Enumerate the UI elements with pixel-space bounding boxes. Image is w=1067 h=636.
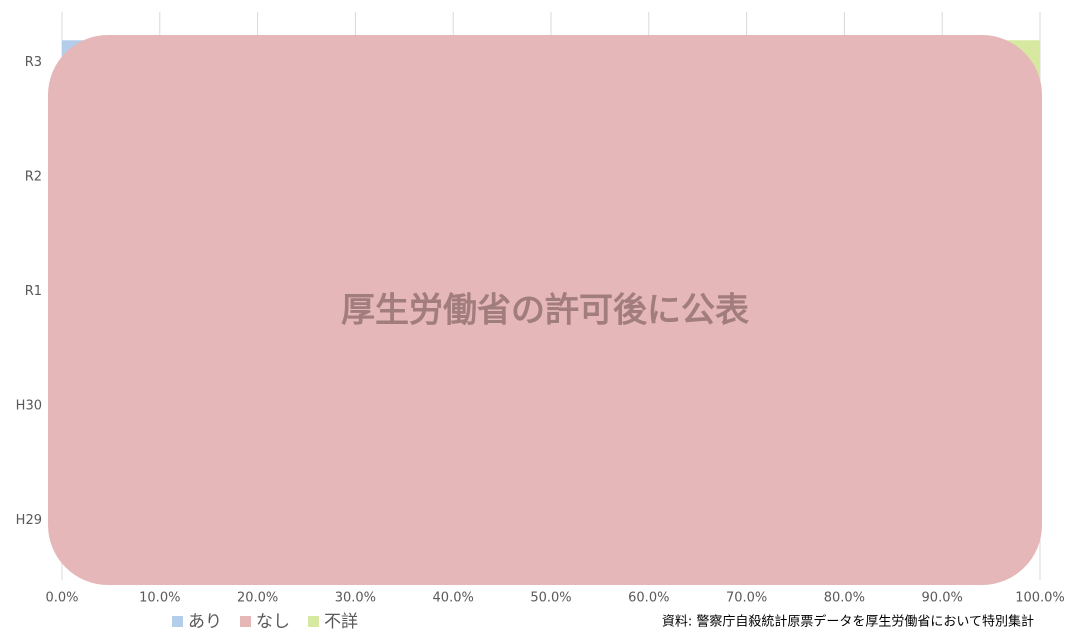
x-tick-label: 70.0% xyxy=(726,591,767,606)
legend-swatch xyxy=(172,616,183,627)
legend-label: なし xyxy=(256,612,290,632)
source: 資料: 警察庁自殺統計原票データを厚生労働省において特別集計 xyxy=(662,614,1034,630)
y-tick-label: R3 xyxy=(25,55,42,70)
x-tick-label: 60.0% xyxy=(628,591,669,606)
y-tick-label: H29 xyxy=(16,513,42,528)
legend-label: あり xyxy=(188,612,222,632)
x-tick-label: 10.0% xyxy=(139,591,180,606)
y-tick-label: H30 xyxy=(16,398,42,413)
x-tick-label: 0.0% xyxy=(45,591,78,606)
legend-swatch xyxy=(240,616,251,627)
legend-swatch xyxy=(308,616,319,627)
overlay-text: 厚生労働省の許可後に公表 xyxy=(341,291,749,331)
x-tick-label: 80.0% xyxy=(824,591,865,606)
x-tick-label: 90.0% xyxy=(922,591,963,606)
legend-label: 不詳 xyxy=(324,612,358,632)
x-tick-label: 20.0% xyxy=(237,591,278,606)
overlay xyxy=(48,35,1042,585)
x-tick-label: 50.0% xyxy=(530,591,571,606)
y-tick-label: R2 xyxy=(25,169,42,184)
x-tick-label: 30.0% xyxy=(335,591,376,606)
y-tick-label: R1 xyxy=(25,284,42,299)
x-tick-label: 40.0% xyxy=(433,591,474,606)
x-tick-label: 100.0% xyxy=(1015,591,1065,606)
